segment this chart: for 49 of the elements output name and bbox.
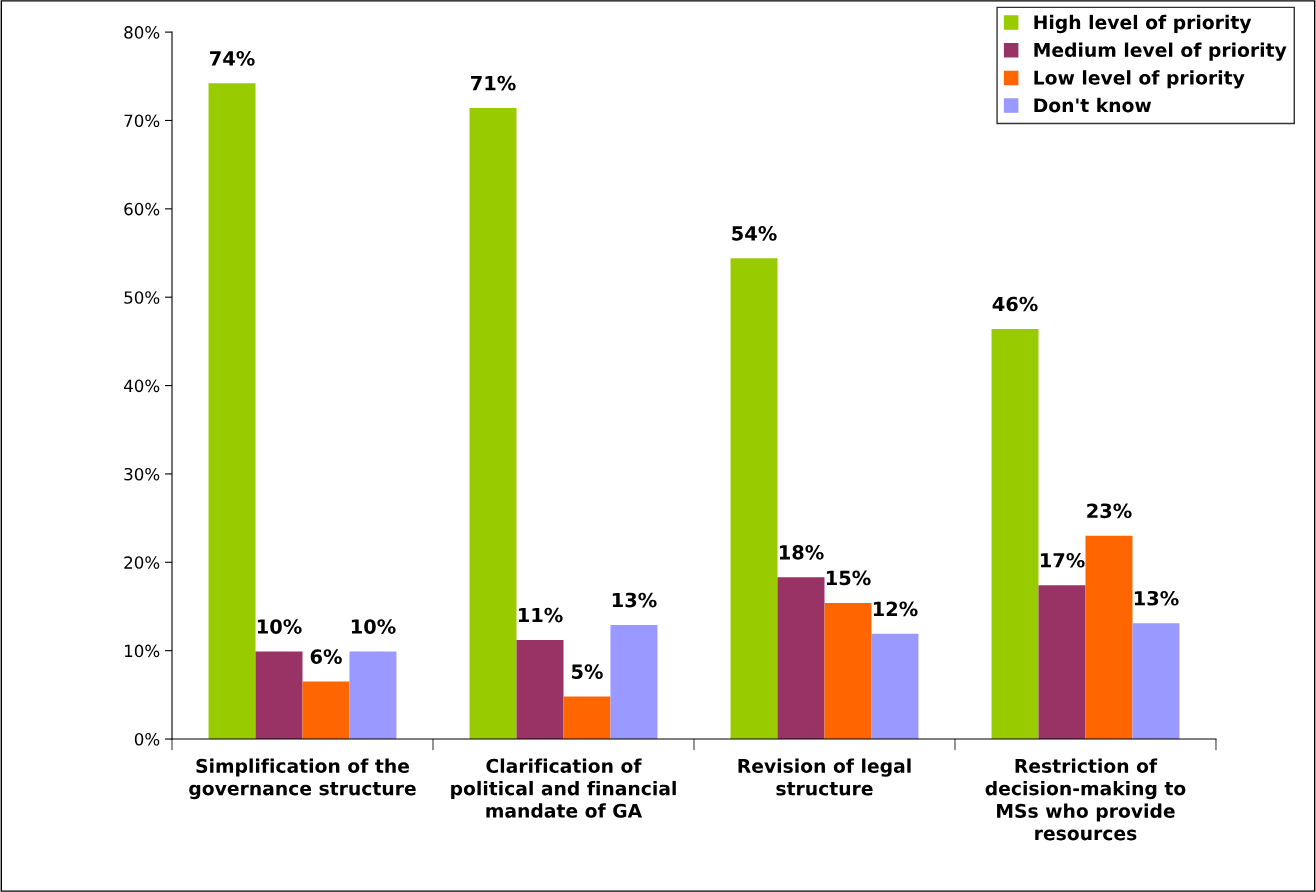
y-tick-label: 10%: [124, 644, 160, 658]
bar: [302, 681, 350, 740]
data-label: 11%: [518, 607, 563, 623]
y-tick-label: 30%: [124, 467, 160, 481]
data-label: 54%: [732, 225, 777, 241]
legend-label: High level of priority: [1034, 14, 1252, 34]
data-label: 13%: [612, 592, 657, 608]
y-tick-label: 40%: [123, 379, 160, 393]
bar: [1085, 535, 1133, 740]
bar: [349, 651, 397, 740]
bar: [563, 696, 611, 740]
data-label: 15%: [826, 570, 871, 586]
bar: [991, 329, 1039, 740]
x-tick-label: Clarification of political and financial mandate of GA: [451, 758, 676, 818]
bar: [469, 108, 517, 740]
legend-label: Medium level of priority: [1034, 42, 1287, 61]
bar: [610, 625, 658, 740]
data-label: 12%: [873, 601, 918, 617]
bar: [824, 602, 872, 740]
y-tick-label: 60%: [124, 202, 160, 216]
bar: [255, 651, 303, 740]
y-tick-label: 70%: [124, 114, 160, 128]
bar: [1038, 585, 1086, 740]
data-label: 74%: [210, 51, 255, 66]
bar: [730, 258, 778, 740]
data-label: 17%: [1040, 552, 1085, 568]
legend-label: Don't know: [1034, 97, 1152, 113]
data-label: 10%: [257, 619, 302, 634]
x-tick-label: Restriction of decision-making to MSs who provide resources: [985, 758, 1186, 841]
legend-label: Low level of priority: [1034, 70, 1245, 89]
data-label: 18%: [779, 544, 824, 560]
data-label: 13%: [1134, 590, 1179, 606]
data-label: 10%: [351, 619, 396, 634]
data-label: 71%: [471, 75, 516, 91]
data-label: 6%: [310, 649, 342, 664]
y-tick-label: 0%: [134, 732, 160, 746]
bar: [871, 633, 919, 740]
y-tick-label: 20%: [124, 556, 160, 569]
bar: [777, 577, 825, 740]
x-tick-label: Simplification of the governance structure: [189, 758, 416, 800]
bar: [1132, 623, 1180, 740]
data-label: 46%: [992, 296, 1038, 312]
bar: [516, 640, 564, 740]
x-tick-label: Revision of legal structure: [738, 758, 911, 796]
data-label: 5%: [571, 664, 603, 679]
bar: [208, 83, 256, 740]
data-label: 23%: [1087, 503, 1132, 519]
y-tick-label: 80%: [124, 26, 160, 39]
y-tick-label: 50%: [124, 291, 160, 304]
